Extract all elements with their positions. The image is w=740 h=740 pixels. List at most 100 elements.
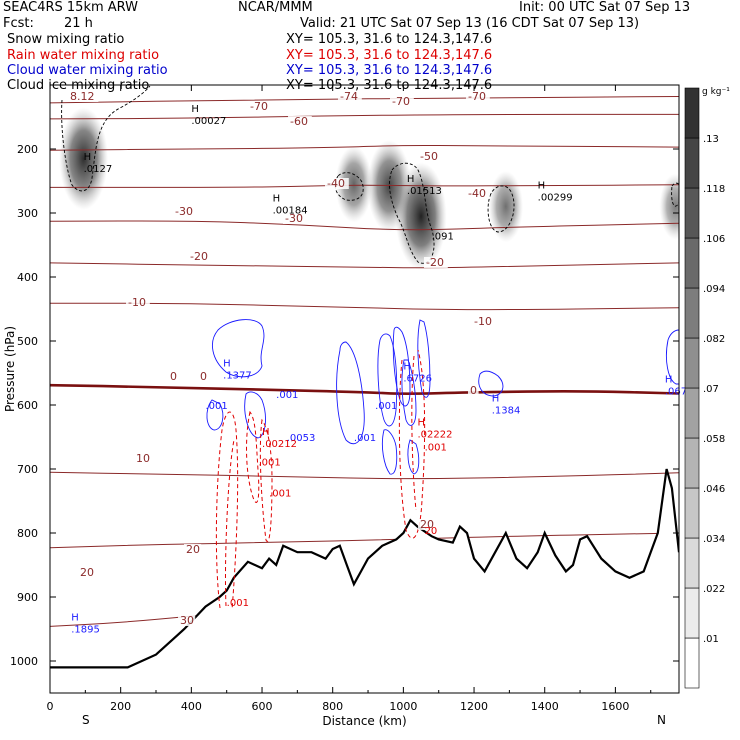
snow-shading-blob xyxy=(335,146,373,223)
contour-label-bg xyxy=(283,213,307,224)
contour-label-bg xyxy=(198,371,209,382)
contour-label-bg xyxy=(248,101,272,112)
contour-label-bg xyxy=(466,188,490,199)
max-marker-h: H xyxy=(418,417,426,428)
contour-label: -40 xyxy=(327,177,345,190)
colorbar-segment xyxy=(684,437,700,489)
y-axis-title: Pressure (hPa) xyxy=(3,326,17,412)
y-tick-label: 300 xyxy=(17,207,38,220)
contour-label-bg xyxy=(325,178,349,189)
max-marker-h: H xyxy=(273,193,281,204)
colorbar-level-label: .058 xyxy=(703,434,725,445)
contour-label-bg xyxy=(288,116,312,127)
max-marker-h: H xyxy=(71,613,79,624)
max-value-label: 20 xyxy=(425,526,438,537)
field-label-cloud-water: Cloud water mixing ratio xyxy=(7,63,168,78)
max-value-label: .00184 xyxy=(273,205,308,216)
forecast-label: Fcst: xyxy=(3,16,34,31)
org-label: NCAR/MMM xyxy=(238,0,313,15)
contour-label: -20 xyxy=(426,256,444,269)
snow-shading-blob xyxy=(488,171,524,243)
x-tick-label: 200 xyxy=(110,700,131,713)
max-value-label: .02222 xyxy=(418,429,453,440)
colorbar-level-label: .022 xyxy=(703,584,725,595)
contour-label-bg xyxy=(78,567,96,578)
colorbar-segment xyxy=(684,87,700,139)
contour-label-bg xyxy=(424,257,448,268)
y-tick-label: 600 xyxy=(17,399,38,412)
max-value-label: .091 xyxy=(432,231,454,242)
x-tick-label: 1200 xyxy=(460,700,488,713)
colorbar-segment xyxy=(684,137,700,189)
colorbar-level-label: .13 xyxy=(703,134,719,145)
max-marker-h: H xyxy=(665,375,673,386)
temperature-contour xyxy=(50,262,679,269)
contour-label: 0 xyxy=(470,384,477,397)
field-xy-cloud-water: XY= 105.3, 31.6 to 124.3,147.6 xyxy=(286,63,493,78)
max-value-label: .001 xyxy=(375,401,397,412)
forecast-hour: 21 h xyxy=(64,16,93,31)
y-tick-label: 200 xyxy=(17,143,38,156)
y-tick-label: 700 xyxy=(17,463,38,476)
max-value-label: .0053 xyxy=(287,433,316,444)
temperature-contour xyxy=(50,383,679,395)
contour-label: -70 xyxy=(250,100,268,113)
max-value-label: .00212 xyxy=(262,439,297,450)
temperature-contour xyxy=(50,113,679,120)
contour-label: -10 xyxy=(128,296,146,309)
x-tick-label: 800 xyxy=(322,700,343,713)
contour-label: -50 xyxy=(420,150,438,163)
contour-label: -40 xyxy=(468,187,486,200)
contour-label: 10 xyxy=(136,452,150,465)
max-value-label: .001 xyxy=(258,457,280,468)
y-tick-label: 900 xyxy=(17,591,38,604)
colorbar-level-label: .034 xyxy=(703,534,725,545)
contour-label: 30 xyxy=(180,614,194,627)
contour-label-bg xyxy=(466,91,490,102)
contour-label: -60 xyxy=(290,115,308,128)
temperature-contour xyxy=(50,532,679,549)
contour-label: -74 xyxy=(340,90,358,103)
contour-label-bg xyxy=(418,519,436,530)
max-marker-h: H xyxy=(492,394,500,405)
init-time: Init: 00 UTC Sat 07 Sep 13 xyxy=(519,0,691,15)
colorbar-segment xyxy=(684,537,700,589)
colorbar-segment xyxy=(684,237,700,289)
temperature-contour xyxy=(50,220,679,231)
endpoint-label-north: N xyxy=(657,713,666,727)
field-label-rain: Rain water mixing ratio xyxy=(7,48,160,63)
y-tick-label: 1000 xyxy=(10,655,38,668)
colorbar-level-label: .01 xyxy=(703,634,719,645)
temperature-contour xyxy=(50,96,679,104)
colorbar-level-label: .106 xyxy=(703,234,725,245)
field-label-snow: Snow mixing ratio xyxy=(7,32,125,47)
max-marker-h: H xyxy=(407,174,415,185)
max-value-label: .0127 xyxy=(84,164,113,175)
contour-label-bg xyxy=(68,91,99,102)
endpoint-label-south: S xyxy=(82,713,90,727)
field-xy-snow: XY= 105.3, 31.6 to 124.3,147.6 xyxy=(286,32,493,47)
terrain-fill xyxy=(50,469,679,693)
contour-label: -30 xyxy=(175,205,193,218)
contour-label: -20 xyxy=(190,250,208,263)
max-value-label: .6726 xyxy=(403,374,432,385)
max-value-label: .001 xyxy=(205,401,227,412)
colorbar-segment xyxy=(684,187,700,239)
contour-label-bg xyxy=(418,151,442,162)
colorbar-segment xyxy=(684,587,700,639)
max-marker-h: H xyxy=(84,152,92,163)
contour-label: 8.12 xyxy=(70,90,95,103)
contour-label: -10 xyxy=(474,315,492,328)
max-value-label: .01513 xyxy=(407,186,442,197)
field-xy-rain: XY= 105.3, 31.6 to 124.3,147.6 xyxy=(286,48,493,63)
max-value-label: .001 xyxy=(425,443,447,454)
contour-label: -70 xyxy=(468,90,486,103)
y-tick-label: 400 xyxy=(17,271,38,284)
max-value-label: .1377 xyxy=(223,371,252,382)
colorbar-segment xyxy=(684,387,700,439)
max-value-label: .001 xyxy=(276,390,298,401)
x-axis-title: Distance (km) xyxy=(322,714,406,728)
contour-label: 0 xyxy=(200,370,207,383)
cloud-water-contours xyxy=(206,319,679,475)
